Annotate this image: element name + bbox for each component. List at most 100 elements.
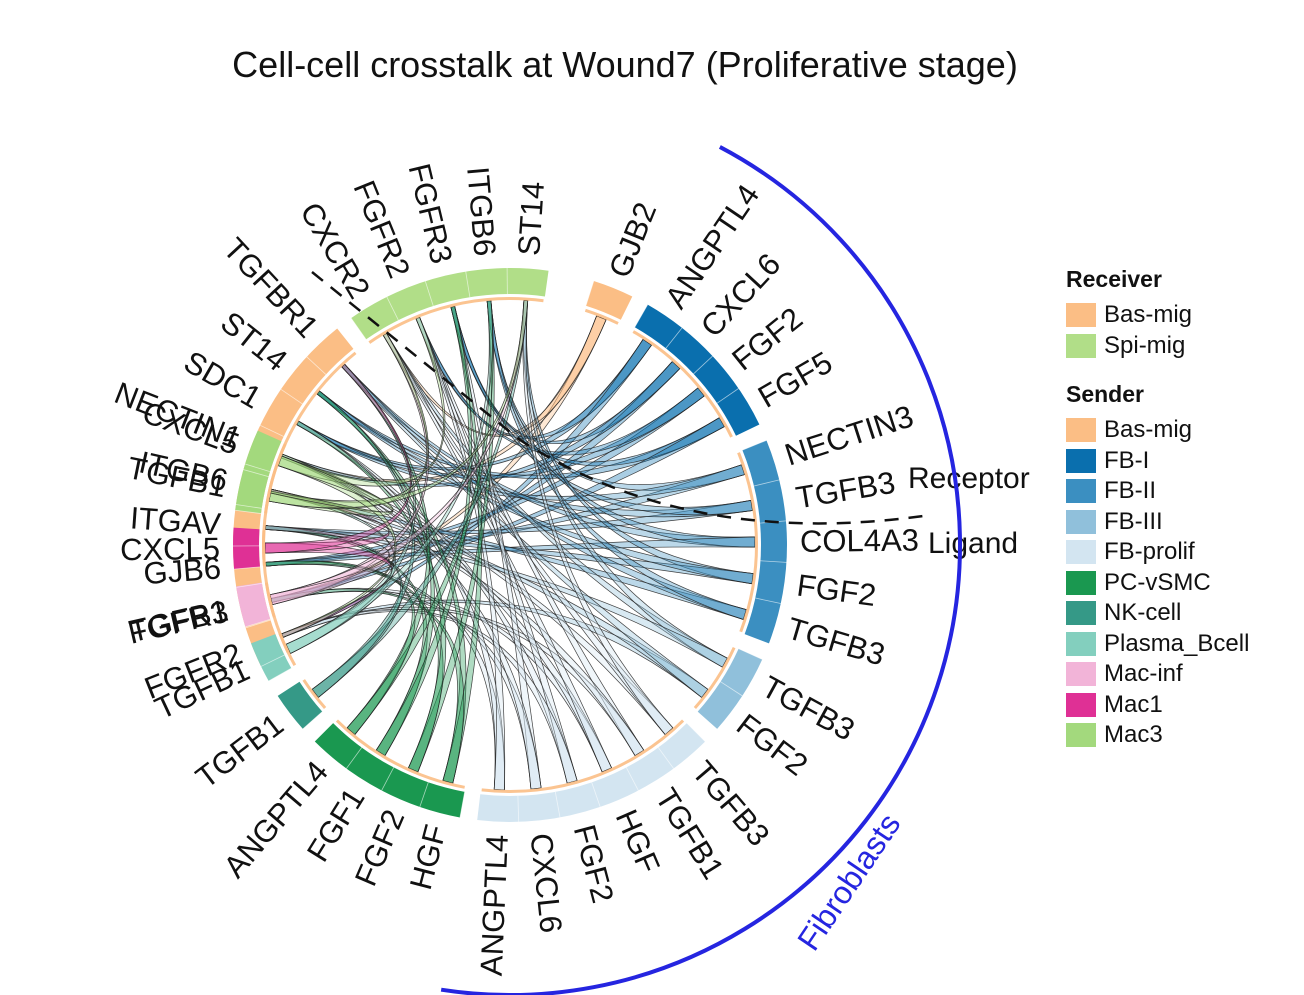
- slot-divider: [235, 504, 262, 509]
- gene-label: GJB2: [602, 197, 663, 282]
- chart-title: Cell-cell crosstalk at Wound7 (Prolifera…: [232, 44, 1018, 85]
- gene-label: TGFB3: [783, 611, 889, 673]
- receiver-legend-swatch: [1066, 303, 1096, 328]
- slot-divider: [585, 280, 595, 306]
- legend: Receiver Bas-mig Spi-mig Sender Bas-mig FB…: [1066, 264, 1249, 769]
- sector-sender-nk-cell: [277, 681, 323, 729]
- sender-legend-item-mac3: Mac3: [1066, 720, 1249, 751]
- sector-track: [262, 530, 266, 566]
- sector-sender-mac-inf: [236, 582, 271, 627]
- sender-legend-item-bas-mig: Bas-mig: [1066, 415, 1249, 446]
- sender-legend-swatch: [1066, 540, 1096, 565]
- slot-divider: [459, 791, 466, 818]
- slot-divider: [350, 317, 367, 340]
- gene-label: TGFB3: [793, 465, 897, 516]
- slot-divider: [657, 747, 674, 769]
- sender-legend-swatch: [1066, 570, 1096, 595]
- slot-divider: [742, 439, 767, 451]
- sender-legend-item-nk-cell: NK-cell: [1066, 598, 1249, 629]
- slot-divider: [753, 479, 780, 487]
- gene-label: NECTIN3: [781, 398, 918, 472]
- gene-label: CXCL5: [120, 531, 220, 567]
- gene-label: FGF2: [795, 568, 878, 614]
- sector-sender-pc-vsmc: [314, 723, 465, 818]
- slot-divider: [245, 619, 271, 629]
- ligand-label: Ligand: [928, 527, 1018, 560]
- slot-divider: [386, 296, 399, 321]
- sender-legend-item-fb-iii: FB-III: [1066, 507, 1249, 538]
- sector-track: [693, 646, 736, 710]
- sector-track: [264, 582, 276, 618]
- gene-label: GJB6: [142, 550, 222, 591]
- slot-divider: [424, 281, 434, 307]
- sender-legend-label: Plasma_Bcell: [1104, 629, 1250, 657]
- sector-sender-bas-mig: [585, 280, 633, 320]
- gene-label: FGF2: [567, 821, 621, 907]
- slot-divider: [634, 304, 649, 328]
- slot-divider: [419, 782, 429, 808]
- chord-link: [375, 305, 472, 757]
- sender-legend-label: FB-II: [1104, 477, 1156, 505]
- sender-legend-swatch: [1066, 723, 1096, 748]
- slot-divider: [716, 388, 739, 404]
- receiver-legend-swatch: [1066, 333, 1096, 358]
- sender-legend-label: FB-III: [1104, 507, 1163, 535]
- sector-sender-mac3: [235, 430, 282, 514]
- gene-label: ITGAV: [129, 500, 222, 541]
- slot-divider: [234, 566, 260, 570]
- gene-label: ITGB6: [460, 165, 503, 257]
- fibroblasts-bracket-arc: [440, 145, 962, 995]
- sender-legend-title: Sender: [1066, 381, 1144, 407]
- slot-divider: [738, 648, 763, 660]
- slot-divider: [268, 667, 292, 682]
- slot-divider: [302, 711, 323, 730]
- slot-divider: [381, 767, 395, 791]
- slot-divider: [554, 791, 561, 818]
- slot-divider: [236, 583, 263, 588]
- slot-divider: [260, 424, 284, 437]
- slot-divider: [720, 681, 743, 697]
- slot-divider: [245, 618, 271, 628]
- gene-label: ANGPTL4: [474, 834, 515, 977]
- slot-divider: [243, 469, 269, 478]
- sector-track: [737, 452, 758, 633]
- sector-receiver-spi-mig: [351, 268, 549, 340]
- sector-sender-fb-prolif: [477, 723, 706, 822]
- chord-link: [311, 390, 415, 699]
- sender-legend-label: PC-vSMC: [1104, 568, 1211, 596]
- sender-legend-item-fb-i: FB-I: [1066, 446, 1249, 477]
- sector-sender-plasma-bcell: [251, 634, 292, 681]
- slot-divider: [465, 271, 471, 298]
- sender-legend-label: NK-cell: [1104, 599, 1182, 627]
- sender-legend-swatch: [1066, 448, 1096, 473]
- sender-legend-label: Mac1: [1104, 690, 1163, 718]
- sender-legend-label: Bas-mig: [1104, 416, 1193, 444]
- gene-label: CXCL6: [523, 831, 568, 934]
- receptor-ligand-divider: [311, 271, 931, 525]
- gene-label: TGFB1: [189, 707, 290, 795]
- receiver-legend-title: Receiver: [1066, 266, 1162, 292]
- sender-legend-swatch: [1066, 479, 1096, 504]
- sender-legend-label: Mac3: [1104, 721, 1163, 749]
- receiver-legend: Receiver Bas-mig Spi-mig: [1066, 264, 1249, 361]
- sender-legend-swatch: [1066, 418, 1096, 443]
- sector-track: [584, 308, 619, 325]
- sector-track: [264, 443, 287, 514]
- receiver-legend-item-spi-mig: Spi-mig: [1066, 331, 1249, 362]
- chord-links: [264, 300, 756, 791]
- slot-divider: [686, 722, 706, 742]
- sender-legend-item-fb-prolif: FB-prolif: [1066, 537, 1249, 568]
- sector-sender-fb-ii: [742, 440, 787, 644]
- gene-label: ST14: [511, 181, 551, 257]
- sender-legend-label: Mac-inf: [1104, 660, 1183, 688]
- sender-legend-swatch: [1066, 601, 1096, 626]
- slot-divider: [306, 356, 327, 375]
- slot-divider: [260, 654, 285, 667]
- sender-legend-item-pc-vsmc: PC-vSMC: [1066, 568, 1249, 599]
- slot-divider: [760, 560, 787, 563]
- gene-label: COL4A3: [800, 523, 919, 559]
- sender-legend-swatch: [1066, 509, 1096, 534]
- sender-legend-label: FB-prolif: [1104, 538, 1195, 566]
- sector-track: [278, 632, 297, 666]
